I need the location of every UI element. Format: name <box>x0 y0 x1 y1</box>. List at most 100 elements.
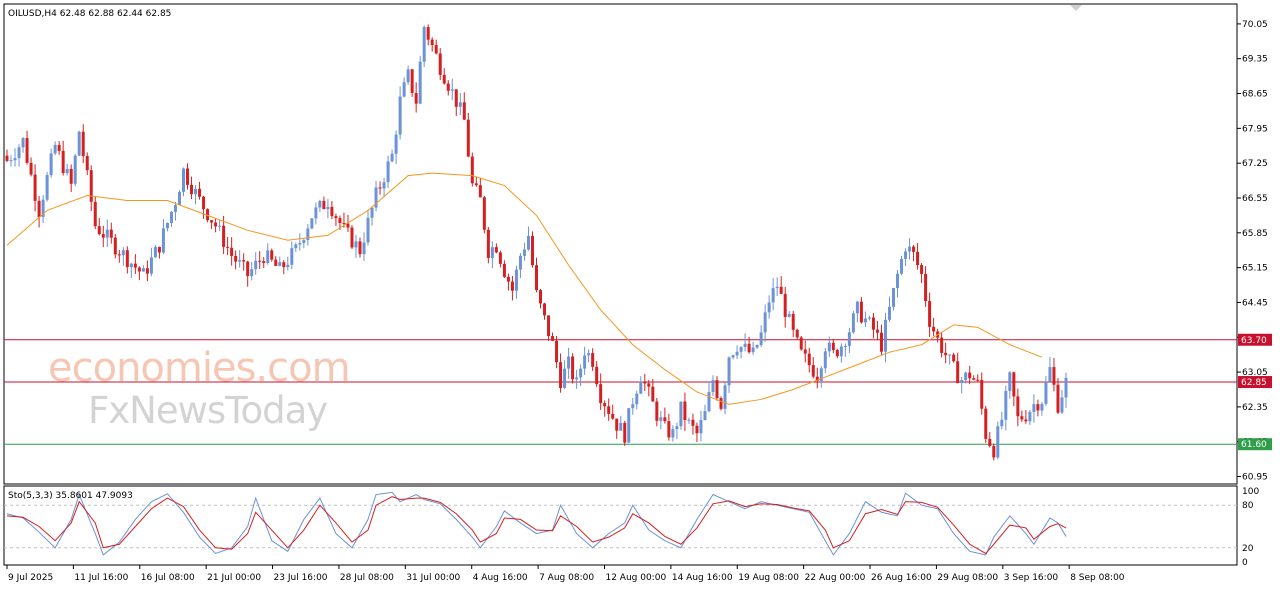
level-price-label: 61.60 <box>1241 440 1267 450</box>
candle-body <box>149 257 153 274</box>
candle-body <box>675 426 679 430</box>
candle-body <box>33 174 37 201</box>
candle-body <box>603 403 607 407</box>
candle-body <box>482 197 486 230</box>
candle-body <box>169 211 173 223</box>
time-tick-label: 12 Aug 00:00 <box>605 573 666 583</box>
candle-body <box>651 386 655 402</box>
level-price-box: 61.60 <box>1238 438 1272 451</box>
candle-body <box>743 343 747 348</box>
candle-body <box>450 89 454 91</box>
candle-body <box>811 365 815 377</box>
candle-body <box>434 45 438 54</box>
candle-body <box>330 206 334 217</box>
candle-body <box>302 240 306 243</box>
candle-body <box>462 102 466 120</box>
candle-body <box>454 89 458 107</box>
candle-body <box>198 188 202 197</box>
candle-body <box>611 413 615 419</box>
candle-body <box>97 226 101 235</box>
candle-body <box>867 317 871 319</box>
candle-body <box>534 265 538 291</box>
price-tick-label: 69.35 <box>1242 55 1268 65</box>
candle-body <box>422 27 426 62</box>
candle-body <box>474 183 478 186</box>
candle-body <box>121 250 125 256</box>
price-tick-label: 62.35 <box>1242 403 1268 413</box>
candle-body <box>1000 419 1004 427</box>
candle-body <box>940 337 944 353</box>
stoch-tick-label: 100 <box>1242 487 1259 497</box>
time-tick-label: 31 Jul 00:00 <box>406 573 460 583</box>
watermark-economies: economies.com <box>48 345 350 391</box>
candle-body <box>892 288 896 307</box>
candle-body <box>1056 384 1060 413</box>
candle-body <box>687 419 691 421</box>
candle-body <box>539 290 543 304</box>
candle-body <box>1004 390 1008 420</box>
candle-body <box>807 353 811 366</box>
candle-body <box>695 425 699 434</box>
candle-body <box>875 329 879 333</box>
time-tick-label: 11 Jul 16:00 <box>74 573 128 583</box>
moving-average-line <box>6 172 1043 405</box>
candle-body <box>1044 381 1048 404</box>
candle-body <box>659 417 663 421</box>
level-price-box-bg <box>1238 438 1272 451</box>
candle-body <box>362 242 366 255</box>
candle-body <box>655 401 659 421</box>
candle-body <box>715 380 719 399</box>
candle-body <box>1040 403 1044 411</box>
time-tick-label: 16 Jul 08:00 <box>141 573 195 583</box>
price-panel-frame <box>3 3 1238 485</box>
candle-body <box>342 222 346 224</box>
candle-body <box>972 378 976 380</box>
candle-body <box>181 168 185 192</box>
time-axis: 9 Jul 2025 11 Jul 16:00 16 Jul 08:00 21 Jul… <box>6 565 1125 583</box>
candle-body <box>478 185 482 198</box>
candle-body <box>522 249 526 256</box>
candle-body <box>470 156 474 184</box>
candle-body <box>779 286 783 294</box>
time-tick-label: 7 Aug 08:00 <box>539 573 594 583</box>
candle-body <box>530 235 534 266</box>
candle-body <box>932 326 936 332</box>
candle-body <box>819 368 823 381</box>
candle-body <box>751 347 755 353</box>
time-tick-label: 3 Sep 16:00 <box>1004 573 1059 583</box>
candle-body <box>17 147 21 159</box>
candle-body <box>230 247 234 256</box>
candle-body <box>165 222 169 229</box>
symbol-header: OILUSD,H4 62.48 62.88 62.44 62.85 <box>8 9 171 19</box>
candle-body <box>980 379 984 409</box>
stoch-tick-label: 20 <box>1242 544 1254 554</box>
candle-body <box>45 175 49 200</box>
candle-body <box>286 264 290 268</box>
candle-body <box>699 419 703 434</box>
price-axis: 70.05 69.35 68.65 67.95 67.25 66.55 65.85 65.15… <box>1237 20 1268 483</box>
price-tick-label: 60.95 <box>1242 473 1268 483</box>
candle-body <box>89 170 93 202</box>
candle-body <box>282 262 286 268</box>
candle-body <box>924 273 928 302</box>
candle-body <box>599 384 603 404</box>
candle-body <box>141 268 145 272</box>
candle-body <box>952 354 956 362</box>
candle-body <box>595 366 599 385</box>
candle-body <box>647 383 651 387</box>
candle-body <box>944 352 948 356</box>
candle-body <box>900 258 904 274</box>
candle-body <box>948 354 952 356</box>
candle-body <box>274 259 278 266</box>
candle-body <box>775 286 779 289</box>
candle-body <box>711 380 715 392</box>
candle-body <box>390 153 394 162</box>
candle-body <box>1024 419 1028 422</box>
candle-body <box>514 269 518 291</box>
candle-body <box>795 329 799 338</box>
candle-body <box>113 237 117 255</box>
candle-body <box>29 162 33 175</box>
scroll-marker-icon[interactable] <box>1070 5 1082 11</box>
candle-body <box>643 381 647 384</box>
